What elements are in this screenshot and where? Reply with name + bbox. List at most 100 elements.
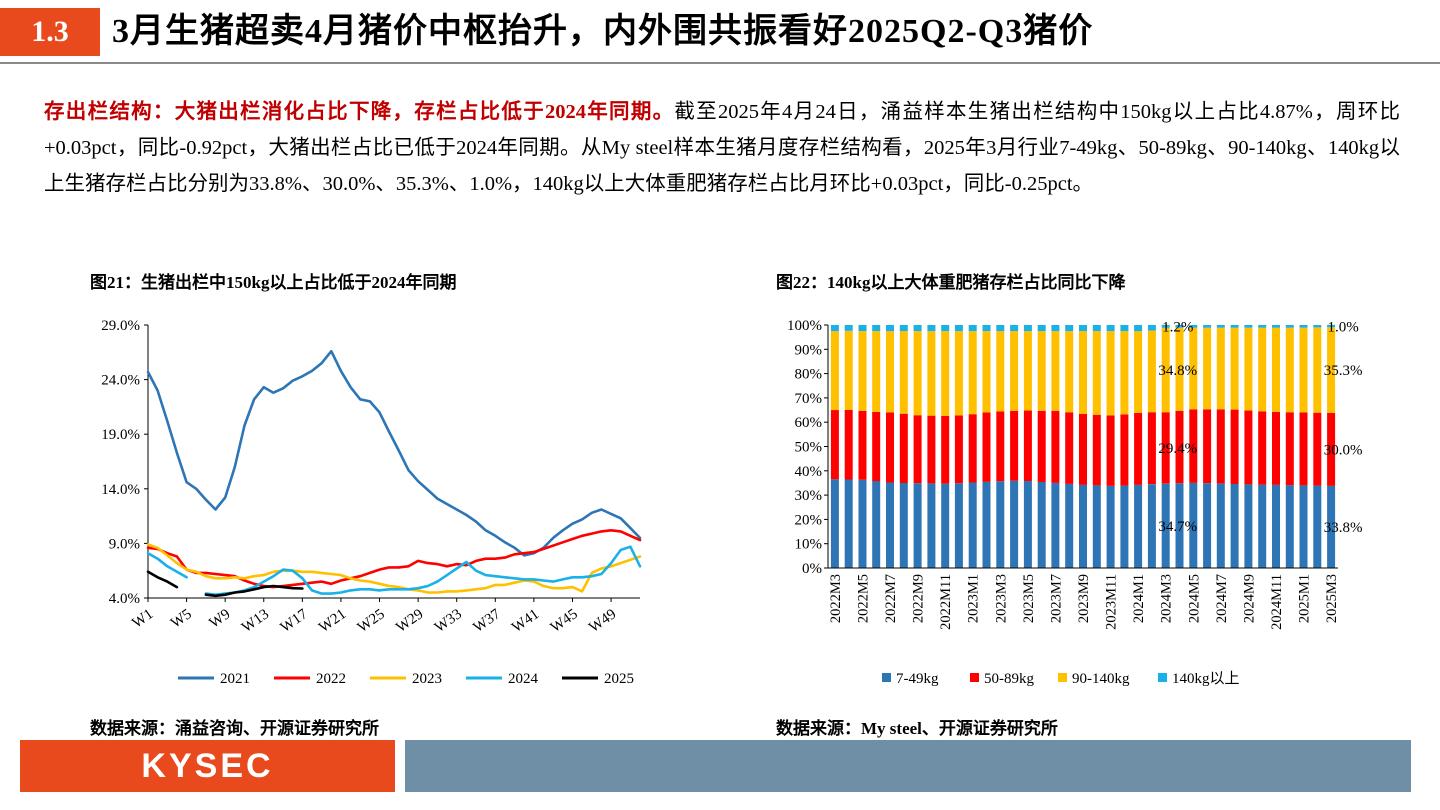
bar-segment-50-89kg-2023M2 — [982, 412, 991, 482]
bar-segment-50-89kg-2023M1 — [968, 414, 977, 483]
bar-segment-7-49kg-2023M1 — [968, 482, 977, 568]
bar-segment-50-89kg-2023M9 — [1079, 413, 1087, 485]
bar-segment-7-49kg-2023M6 — [1037, 482, 1046, 568]
bar-segment-50-89kg-2023M7 — [1051, 411, 1060, 483]
bar-segment-90-140kg-2022M5 — [858, 331, 867, 411]
bar-segment-7-49kg-2024M5 — [1189, 482, 1198, 568]
bar-segment-140kg以上-2023M1 — [968, 325, 977, 332]
figure21-title: 图21：生猪出栏中150kg以上占比低于2024年同期 — [90, 273, 457, 292]
y-tick-label: 29.0% — [101, 318, 140, 334]
bar-segment-7-49kg-2023M2 — [982, 481, 991, 568]
footer-logo-bar: KYSEC — [20, 740, 395, 792]
bar-segment-90-140kg-2024M5 — [1189, 327, 1198, 410]
bar-segment-90-140kg-2023M10 — [1092, 331, 1101, 415]
bar-segment-90-140kg-2023M11 — [1106, 331, 1115, 416]
x-tick-label: 2022M7 — [883, 574, 899, 623]
bar-segment-7-49kg-2023M10 — [1092, 485, 1101, 568]
bar-segment-140kg以上-2024M2 — [1147, 325, 1156, 331]
bar-segment-7-49kg-2024M1 — [1134, 484, 1143, 568]
bar-segment-90-140kg-2024M11 — [1272, 327, 1280, 412]
bar-segment-7-49kg-2024M2 — [1147, 484, 1156, 568]
bar-segment-50-89kg-2024M7 — [1216, 409, 1225, 484]
bar-segment-50-89kg-2025M3 — [1327, 413, 1336, 486]
x-tick-label: 2023M3 — [993, 574, 1009, 623]
x-tick-label: 2023M5 — [1021, 574, 1037, 623]
x-tick-label: 2024M3 — [1159, 574, 1175, 623]
bar-segment-7-49kg-2024M4 — [1175, 483, 1184, 568]
y-tick-label: 24.0% — [101, 373, 140, 389]
bar-segment-7-49kg-2022M4 — [844, 479, 853, 568]
bar-segment-50-89kg-2024M8 — [1230, 409, 1239, 484]
x-tick-label: 2024M11 — [1269, 574, 1285, 630]
y-tick-label: 30% — [795, 488, 823, 504]
y-tick-label: 50% — [795, 440, 823, 456]
bar-segment-7-49kg-2024M6 — [1203, 483, 1212, 568]
bar-segment-90-140kg-2023M12 — [1120, 331, 1129, 415]
bar-segment-7-49kg-2022M3 — [830, 479, 839, 568]
bar-segment-50-89kg-2024M5 — [1189, 409, 1198, 483]
bar-segment-7-49kg-2022M5 — [858, 479, 867, 568]
x-tick-label: 2023M1 — [966, 574, 982, 623]
bar-segment-90-140kg-2025M1 — [1299, 327, 1308, 413]
bar-segment-50-89kg-2023M5 — [1023, 410, 1032, 481]
bar-segment-50-89kg-2022M3 — [830, 410, 839, 480]
bar-segment-90-140kg-2024M12 — [1285, 327, 1294, 413]
legend-label-90-140kg: 90-140kg — [1072, 671, 1130, 687]
kysec-logo: KYSEC — [141, 747, 274, 785]
bar-segment-140kg以上-2023M10 — [1092, 325, 1101, 332]
bar-segment-90-140kg-2024M2 — [1147, 330, 1156, 413]
bar-segment-7-49kg-2024M8 — [1230, 483, 1239, 568]
series-line-2022 — [146, 529, 642, 589]
legend-swatch-7-49kg — [882, 673, 891, 682]
y-tick-label: 0% — [802, 561, 822, 577]
bar-segment-7-49kg-2025M1 — [1299, 485, 1308, 568]
bar-segment-140kg以上-2022M9 — [913, 325, 922, 332]
x-tick-label: 2025M1 — [1297, 574, 1313, 623]
bar-segment-50-89kg-2022M4 — [844, 410, 853, 480]
bar-segment-90-140kg-2023M9 — [1079, 331, 1087, 414]
bar-segment-50-89kg-2024M12 — [1285, 412, 1294, 486]
figure22-stacked-bar-chart: 0% 10% 20% 30% 40% 50% 60% 70% 80% 90% 100% 2022M3 2… — [787, 318, 1362, 687]
x-tick-label: 2022M3 — [828, 574, 844, 623]
section-number-badge: 1.3 — [0, 8, 100, 56]
bar-segment-140kg以上-2023M3 — [996, 325, 1005, 332]
bar-segment-7-49kg-2022M11 — [941, 483, 950, 568]
y-tick-label: 40% — [795, 464, 823, 480]
x-tick-label: W17 — [278, 606, 311, 636]
y-tick-label: 100% — [787, 318, 822, 334]
bar-segment-90-140kg-2024M7 — [1216, 327, 1225, 410]
bar-segment-90-140kg-2022M10 — [927, 331, 936, 416]
bar-segment-50-89kg-2022M9 — [913, 415, 922, 484]
bar-segment-7-49kg-2024M7 — [1216, 483, 1225, 568]
x-tick-label: 2024M7 — [1214, 574, 1230, 623]
x-tick-label: 2025M3 — [1324, 574, 1340, 623]
header-divider — [0, 62, 1440, 64]
y-tick-label: 80% — [795, 367, 823, 383]
bar-segment-90-140kg-2022M6 — [872, 331, 881, 412]
x-tick-label: W25 — [355, 606, 388, 636]
bar-segment-90-140kg-2022M4 — [844, 330, 853, 410]
bar-segment-140kg以上-2022M5 — [858, 325, 867, 332]
x-tick-label: 2024M5 — [1186, 574, 1202, 623]
bar-segment-7-49kg-2024M10 — [1258, 484, 1267, 568]
bar-segment-50-89kg-2022M7 — [886, 412, 894, 483]
bar-segment-50-89kg-2024M10 — [1258, 411, 1267, 485]
bar-segment-50-89kg-2023M12 — [1120, 414, 1129, 486]
bar-segment-140kg以上-2023M11 — [1106, 325, 1115, 332]
bar-segment-140kg以上-2022M11 — [941, 325, 950, 332]
summary-paragraph: 存出栏结构：大猪出栏消化占比下降，存栏占比低于2024年同期。截至2025年4月… — [44, 94, 1400, 202]
x-tick-label: 2022M11 — [938, 574, 954, 630]
bar-segment-7-49kg-2022M6 — [872, 481, 881, 568]
bar-segment-50-89kg-2024M6 — [1203, 409, 1212, 484]
x-tick-label: 2023M9 — [1076, 574, 1092, 623]
legend-label-2025: 2025 — [604, 671, 634, 687]
bar-segment-90-140kg-2022M9 — [913, 331, 922, 416]
bar-segment-140kg以上-2023M8 — [1065, 325, 1074, 332]
data-label-2024M3-7-49kg: 34.7% — [1158, 519, 1197, 535]
y-tick-label: 60% — [795, 415, 823, 431]
bar-segment-90-140kg-2023M7 — [1051, 331, 1060, 411]
bar-segment-50-89kg-2024M2 — [1147, 412, 1156, 485]
bar-segment-50-89kg-2022M8 — [899, 413, 908, 483]
bar-segment-90-140kg-2025M2 — [1313, 327, 1322, 413]
bar-segment-7-49kg-2024M9 — [1244, 484, 1253, 568]
